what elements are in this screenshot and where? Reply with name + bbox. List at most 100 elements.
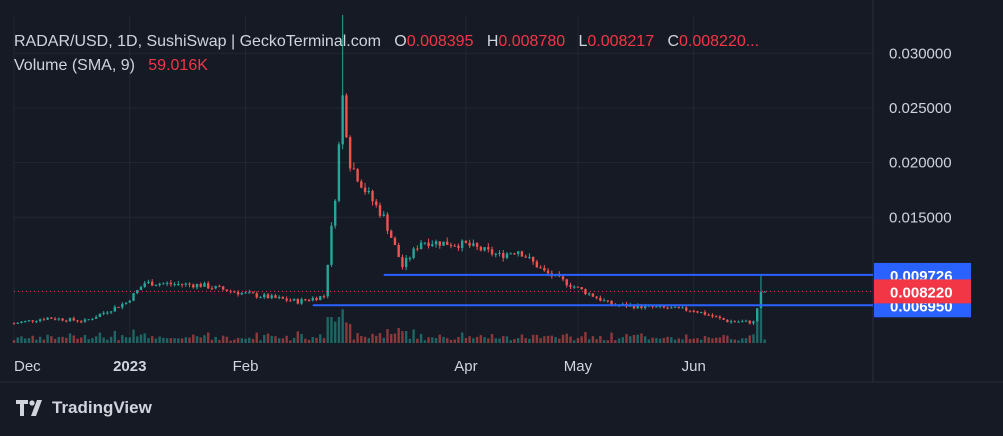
candle-body [319,296,322,301]
legend-low-value: 0.008217 [587,33,655,50]
candle-body [505,253,509,258]
volume-bar [35,339,38,343]
candle-body [673,306,677,308]
legend-open-value: 0.008395 [406,33,474,50]
candle-body [214,286,217,289]
candle-body [80,321,83,323]
candle-body [726,319,729,323]
volume-bar [229,340,232,343]
volume-bar [685,334,688,343]
volume-bar [696,338,699,343]
volume-bar [726,335,729,343]
candle-body [20,321,23,323]
candle-body [199,283,202,287]
volume-bar [177,338,180,343]
volume-bar [565,333,568,343]
legend-low-label: L [578,33,588,50]
candle-body [688,310,692,312]
tradingview-logo-icon [16,400,42,416]
candle-body [412,248,415,258]
candle-body [188,283,191,285]
candle-body [520,251,524,257]
candle-body [337,144,341,201]
candle-body [509,253,512,255]
tradingview-brand[interactable]: TradingView [16,398,152,418]
candle-body [192,284,195,288]
legend-close-label: C [667,33,679,50]
candle-body [468,242,471,246]
volume-bar [337,317,341,343]
volume-bar [244,338,247,343]
candle-body [595,296,598,298]
candle-body [546,270,550,274]
volume-bar [457,337,460,343]
candle-body [57,318,61,320]
volume-bar [621,337,624,343]
volume-bar [711,338,714,343]
price-axis[interactable]: 0.030000 0.025000 0.020000 0.015000 [889,45,952,226]
candle-body [382,214,385,216]
candle-body [737,321,740,323]
volume-bar [382,337,385,343]
volume-bar [733,339,737,343]
candle-body [404,258,408,267]
volume-bar [375,335,378,343]
candle-body [681,307,684,309]
volume-bar [599,335,602,343]
candle-body [143,283,146,287]
candle-body [255,293,258,298]
candle-body [195,283,199,288]
volume-bar [647,339,651,343]
volume-bar [670,337,673,343]
candle-body [274,295,277,298]
candle-body [46,317,49,320]
volume-bar [707,337,710,343]
volume-bar [158,336,161,343]
volume-bar [673,339,677,343]
candle-body [442,241,445,246]
candle-body [513,253,516,255]
candle-body [759,291,763,309]
volume-bar [143,333,146,343]
candle-body [165,282,169,284]
volume-bar [356,333,359,343]
candle-body [113,306,117,312]
chart-legend: RADAR/USD, 1D, SushiSwap | GeckoTerminal… [14,30,759,78]
candle-body [244,292,247,294]
volume-bar [98,332,102,343]
time-axis[interactable]: Dec 2023 Feb Apr May Jun [14,358,706,375]
volume-bar [714,337,718,343]
candle-body [121,304,124,308]
candle-body [124,302,128,305]
volume-bar [121,335,124,343]
volume-bar [610,332,613,343]
candle-body [408,257,412,259]
candle-body [270,295,273,299]
volume-bar [393,333,397,343]
volume-bar [371,333,374,343]
candle-body [703,312,707,315]
volume-bar [502,336,505,343]
volume-bar [584,332,587,343]
candle-body [464,240,468,243]
candle-body [356,169,359,182]
candle-body [479,246,483,251]
volume-bar [274,336,277,343]
y-tick-label: 0.030000 [889,45,952,62]
candle-body [714,316,718,318]
volume-bar [322,338,326,343]
volume-bar [468,336,471,343]
candle-body [102,312,105,315]
candle-body [711,315,714,317]
volume-bar [210,339,214,343]
volume-bar [207,332,210,343]
volume-bar [412,329,415,343]
candle-body [419,242,423,250]
volume-bar [150,336,154,343]
volume-bar [505,336,509,343]
candle-body [543,267,546,271]
candle-body [210,288,214,290]
candle-body [61,318,64,321]
